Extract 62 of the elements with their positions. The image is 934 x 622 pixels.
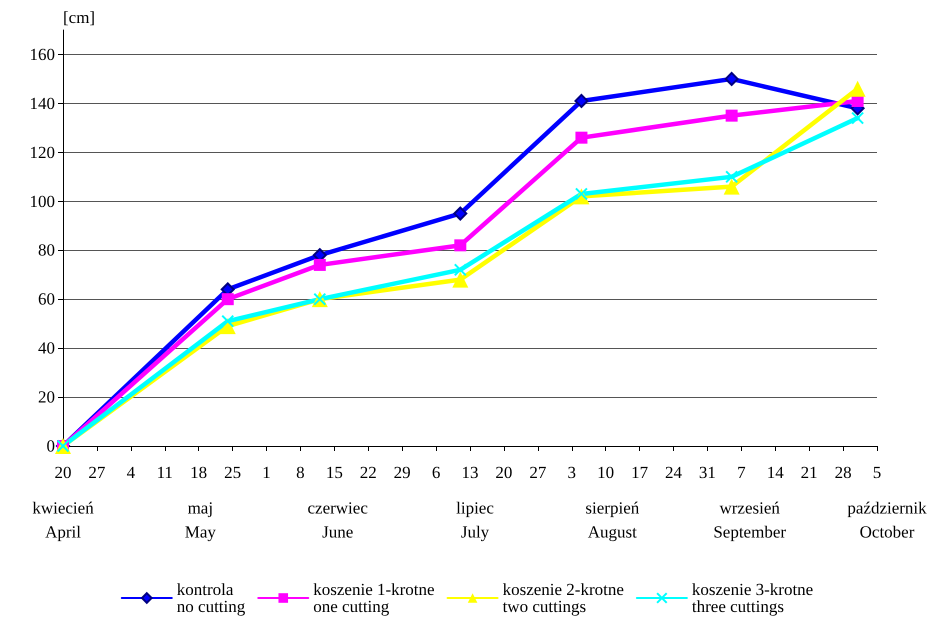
x-tick-label: 5 — [872, 463, 882, 482]
x-tick-label: 27 — [529, 463, 547, 482]
y-tick-label: 60 — [38, 290, 55, 309]
x-tick-label: 10 — [597, 463, 614, 482]
legend-label: koszenie 2-krotne two cuttings — [502, 580, 624, 616]
point — [221, 314, 234, 328]
x-tick-label: 25 — [224, 463, 242, 482]
x-tick-label: 24 — [665, 463, 682, 482]
point — [724, 178, 740, 195]
x-tick-label: 29 — [394, 463, 411, 482]
point — [314, 258, 326, 271]
x-tick-label: 15 — [326, 463, 343, 482]
x-tick-label: 11 — [156, 463, 173, 482]
x-tick-label: 6 — [432, 463, 440, 482]
x-tick-label: 18 — [190, 463, 208, 482]
y-axis-title: [cm] — [63, 8, 96, 27]
point — [454, 263, 467, 276]
point — [574, 94, 588, 108]
x-tick-label: 22 — [360, 463, 377, 482]
text: sierpień August — [585, 498, 640, 542]
text: październik October — [847, 498, 928, 542]
x-tick-label: 20 — [495, 463, 512, 482]
x-tick-label: 13 — [462, 463, 478, 482]
x-tick-label: 20 — [54, 463, 72, 482]
point — [574, 187, 588, 200]
point — [724, 72, 739, 86]
legend-label: kontrola no cutting — [176, 580, 246, 616]
x-tick-label: 17 — [631, 463, 649, 482]
point — [453, 206, 468, 221]
text: maj May — [184, 498, 216, 542]
point — [725, 170, 738, 184]
point — [851, 112, 864, 125]
x-tick-label: 27 — [88, 463, 106, 482]
x-tick-label: 1 — [262, 463, 271, 482]
y-tick-label: 140 — [30, 94, 55, 113]
y-tick-label: 0 — [46, 436, 55, 456]
y-tick-label: 40 — [38, 338, 55, 358]
text: wrzesień September — [713, 498, 786, 542]
point — [850, 80, 866, 97]
x-tick-label: 31 — [698, 463, 716, 482]
y-tick-label: 20 — [38, 388, 55, 407]
x-tick-label: 7 — [737, 463, 746, 482]
x-tick-label: 3 — [568, 463, 576, 482]
y-tick-label: 160 — [30, 44, 55, 64]
y-tick-label: 120 — [30, 142, 55, 162]
x-tick-label: 21 — [800, 463, 818, 482]
y-tick-label: 100 — [30, 192, 55, 211]
x-tick-label: 8 — [296, 463, 305, 482]
text: kwiecień April — [32, 498, 94, 542]
x-tick-label: 28 — [834, 463, 852, 482]
point — [726, 110, 738, 122]
point — [575, 132, 588, 144]
point — [452, 272, 468, 288]
x-tick-label: 14 — [766, 463, 784, 482]
legend-label: koszenie 3-krotne three cuttings — [692, 580, 814, 616]
point — [222, 293, 234, 306]
x-tick-label: 4 — [126, 463, 136, 482]
point — [454, 239, 466, 252]
legend-label: koszenie 1-krotne one cutting — [313, 580, 435, 616]
text: czerwiec June — [307, 498, 368, 542]
y-tick-label: 80 — [38, 240, 55, 260]
text: lipiec July — [456, 498, 494, 542]
